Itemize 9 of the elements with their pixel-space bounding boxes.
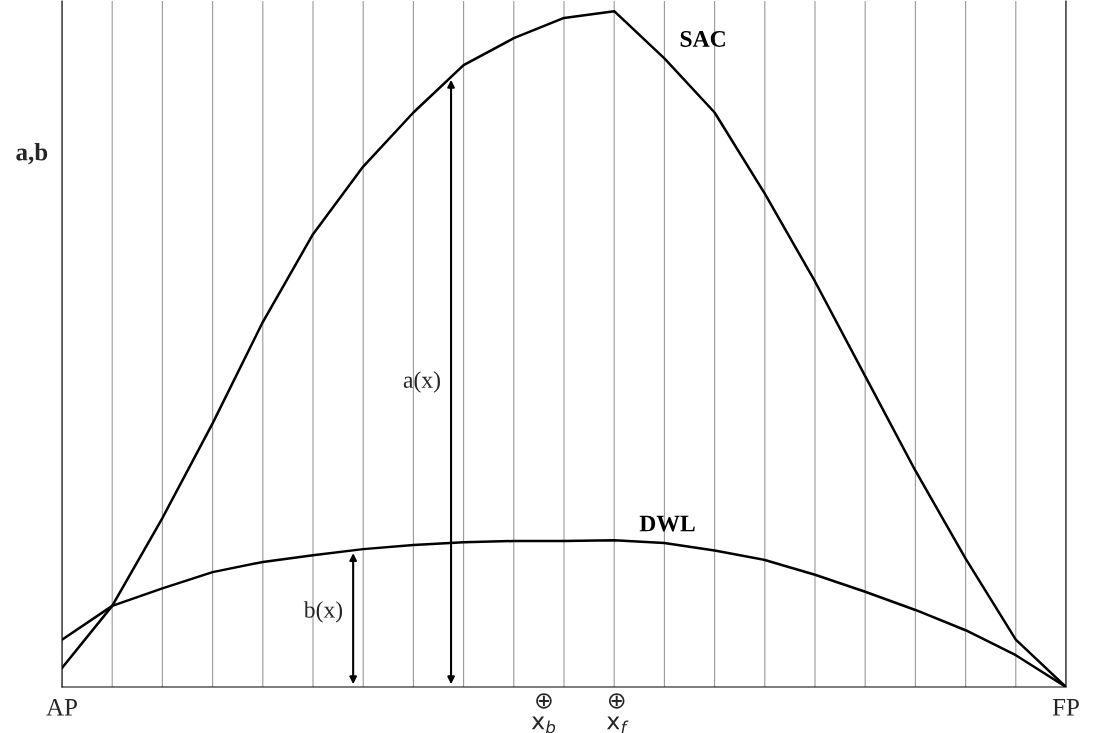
annotation: a(x) xyxy=(403,371,440,393)
annotation: b(x) xyxy=(303,601,343,623)
y-axis-title: a,b xyxy=(16,142,48,165)
x-tick-label: AP xyxy=(46,698,77,716)
text: ⊕ x$_{b}$ xyxy=(531,693,556,733)
series-label: DWL xyxy=(639,515,695,532)
x-tick-label: FP xyxy=(1052,699,1079,716)
series-label: SAC xyxy=(680,31,725,47)
text: ⊕ x$_{f}$ xyxy=(607,693,629,733)
